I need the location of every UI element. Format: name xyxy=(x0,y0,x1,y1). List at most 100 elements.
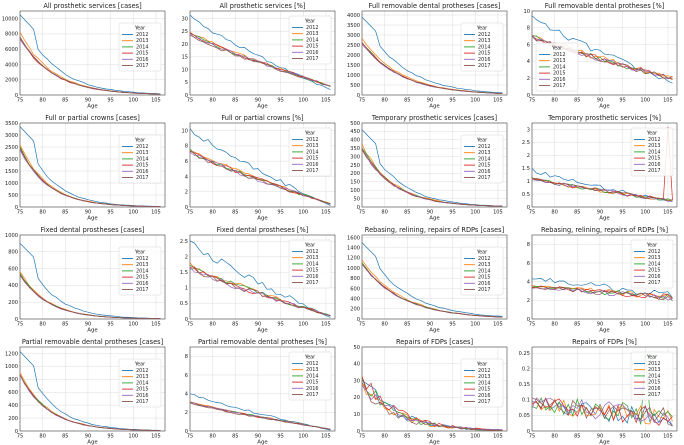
plot-frame xyxy=(189,10,336,96)
x-tick-label: 105 xyxy=(663,434,673,440)
x-tick-label: 100 xyxy=(128,434,138,440)
y-tick-label: 400 xyxy=(8,403,18,409)
y-tick-label: 10000 xyxy=(2,16,18,22)
legend-entry-2013: 2013 xyxy=(306,255,318,261)
subplot-16: Repairs of FDPs [%] 75 80 85 90 95 100 105 0 0.05… xyxy=(519,338,678,445)
x-tick-label: 95 xyxy=(619,434,625,440)
legend-title: Year xyxy=(304,131,316,137)
legend-entry-2017: 2017 xyxy=(478,63,490,69)
y-tick-label: 4000 xyxy=(347,13,360,19)
y-tick-label: 1.5 xyxy=(522,166,530,172)
x-tick-label: 75 xyxy=(187,210,193,216)
legend-entry-2015: 2015 xyxy=(136,387,148,393)
legend-entry-2015: 2015 xyxy=(648,156,660,162)
legend-entry-2013: 2013 xyxy=(478,262,490,268)
legend-entry-2015: 2015 xyxy=(306,380,318,386)
series-line-2017 xyxy=(532,177,673,202)
x-tick-label: 75 xyxy=(529,322,535,328)
x-axis-label: Age xyxy=(257,328,268,334)
legend-title: Year xyxy=(646,243,658,249)
x-tick-label: 95 xyxy=(107,434,113,440)
y-tick-label: 2500 xyxy=(347,43,360,49)
subplot-3: Full removable dental protheses [cases] 7… xyxy=(347,2,508,110)
x-tick-label: 80 xyxy=(39,98,45,104)
x-tick-label: 105 xyxy=(321,210,331,216)
legend-entry-2017: 2017 xyxy=(553,83,565,89)
plot-frame xyxy=(19,122,166,208)
x-tick-label: 100 xyxy=(298,322,308,328)
y-tick-label: 20 xyxy=(354,395,360,401)
x-tick-label: 85 xyxy=(404,210,410,216)
legend-entry-2016: 2016 xyxy=(306,274,318,280)
x-tick-label: 80 xyxy=(381,98,387,104)
y-tick-label: 3 xyxy=(527,127,530,133)
x-tick-label: 90 xyxy=(427,210,433,216)
legend-title: Year xyxy=(476,26,488,32)
x-tick-label: 75 xyxy=(187,434,193,440)
x-axis-label: Age xyxy=(599,104,610,110)
y-tick-label: 2 xyxy=(185,255,188,261)
legend-entry-2017: 2017 xyxy=(136,287,148,293)
subplot-15: Repairs of FDPs [cases]75 80 85 90 95 100 1050… xyxy=(354,338,508,445)
y-tick-label: 400 xyxy=(8,283,18,289)
legend-entry-2017: 2017 xyxy=(478,287,490,293)
legend-entry-2014: 2014 xyxy=(306,373,318,379)
subplot-title: All prosthetic services [%] xyxy=(219,2,305,10)
y-tick-label: 150 xyxy=(350,180,360,186)
x-tick-label: 100 xyxy=(640,98,650,104)
x-tick-label: 75 xyxy=(529,210,535,216)
y-tick-label: 400 xyxy=(350,296,360,302)
legend-entry-2015: 2015 xyxy=(306,268,318,274)
x-tick-label: 95 xyxy=(619,98,625,104)
x-tick-label: 75 xyxy=(17,434,23,440)
x-tick-label: 95 xyxy=(277,98,283,104)
y-tick-label: 1000 xyxy=(5,233,18,239)
x-tick-label: 95 xyxy=(449,98,455,104)
y-tick-label: 0 xyxy=(15,205,18,211)
x-tick-label: 90 xyxy=(255,210,261,216)
y-tick-label: 0 xyxy=(527,429,530,435)
y-tick-label: 2 xyxy=(185,410,188,416)
series-line-2014 xyxy=(532,177,673,202)
legend-entry-2017: 2017 xyxy=(648,168,660,174)
legend-entry-2012: 2012 xyxy=(478,368,490,374)
subplot-title: Full removable dental protheses [cases] xyxy=(369,2,501,10)
series-line-2017 xyxy=(532,397,673,427)
x-tick-label: 85 xyxy=(404,434,410,440)
legend-title: Year xyxy=(304,19,316,25)
series-line-2012 xyxy=(362,242,503,317)
plot-frame xyxy=(361,346,508,432)
y-tick-label: 0.5 xyxy=(522,192,530,198)
x-tick-label: 75 xyxy=(359,98,365,104)
legend-entry-2016: 2016 xyxy=(648,386,660,392)
subplot-title: Full or partial crowns [%] xyxy=(221,114,303,122)
legend-title: Year xyxy=(134,250,146,256)
legend-entry-2012: 2012 xyxy=(136,256,148,262)
y-tick-label: 1000 xyxy=(347,266,360,272)
y-tick-label: 15 xyxy=(182,55,188,61)
x-axis-label: Age xyxy=(87,440,98,445)
legend-entry-2015: 2015 xyxy=(478,51,490,57)
legend-entry-2014: 2014 xyxy=(136,380,148,386)
x-tick-label: 105 xyxy=(321,322,331,328)
y-tick-label: 8000 xyxy=(5,32,18,38)
x-axis-label: Age xyxy=(429,104,440,110)
subplot-12: Rebasing, relining, repairs of RDPs [%] 7… xyxy=(527,226,678,334)
x-axis-label: Age xyxy=(599,216,610,222)
y-tick-label: 800 xyxy=(8,377,18,383)
series-group xyxy=(20,351,161,431)
y-tick-label: 0 xyxy=(357,93,360,99)
legend-entry-2015: 2015 xyxy=(136,163,148,169)
series-line-2017 xyxy=(362,42,503,94)
x-tick-label: 100 xyxy=(640,210,650,216)
subplot-10: Fixed dental prostheses [%]75 80 85 90 95 100… xyxy=(180,226,336,334)
legend-entry-2013: 2013 xyxy=(648,143,660,149)
legend-title: Year xyxy=(476,138,488,144)
y-tick-label: 0 xyxy=(15,429,18,435)
series-group xyxy=(362,242,503,318)
x-tick-label: 90 xyxy=(427,98,433,104)
y-tick-label: 1 xyxy=(527,179,530,185)
